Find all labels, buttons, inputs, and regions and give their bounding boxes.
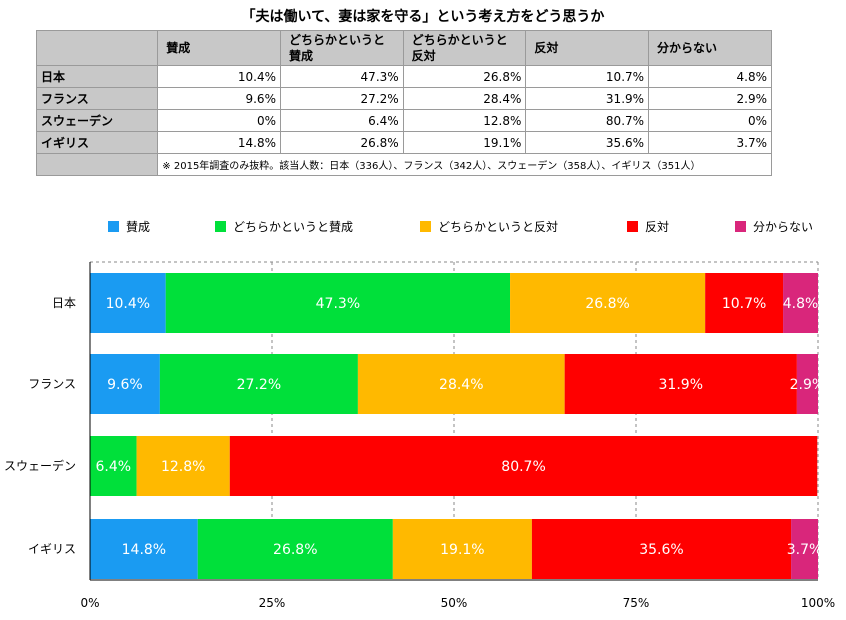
table-header-line: 賛成 bbox=[288, 49, 313, 63]
table-header-line: 反対 bbox=[411, 49, 436, 63]
x-tick-label: 0% bbox=[80, 596, 99, 610]
legend-label: 賛成 bbox=[126, 220, 150, 234]
bar-segment bbox=[90, 273, 166, 333]
category-label: フランス bbox=[28, 377, 76, 391]
table-row-label: イギリス bbox=[35, 131, 159, 154]
table-header-cell: 賛成 bbox=[157, 30, 281, 66]
category-label: スウェーデン bbox=[4, 458, 76, 473]
table-cell: 10.7% bbox=[525, 65, 650, 88]
data-label: 4.8% bbox=[783, 296, 819, 312]
data-label: 47.3% bbox=[316, 296, 360, 312]
legend-swatch bbox=[735, 221, 746, 232]
bar-segment bbox=[796, 354, 818, 414]
table-note: ※ 2015年調査のみ抜粋。該当人数：日本（336人）、フランス（342人）、ス… bbox=[157, 153, 772, 176]
data-label: 6.4% bbox=[96, 459, 132, 475]
table-row-label: フランス bbox=[35, 87, 159, 110]
data-label: 35.6% bbox=[639, 542, 683, 558]
bar-segment bbox=[197, 519, 393, 579]
data-label: 10.7% bbox=[722, 296, 766, 312]
table-cell: 19.1% bbox=[402, 131, 527, 154]
data-label: 12.8% bbox=[161, 459, 205, 475]
table-header-line: どちらかというと bbox=[288, 33, 385, 47]
table-cell: 0% bbox=[157, 109, 281, 132]
table-note-spacer bbox=[35, 153, 159, 176]
bar-segment bbox=[90, 354, 160, 414]
bar-segment bbox=[783, 273, 818, 333]
legend-label: 分からない bbox=[753, 220, 813, 234]
data-label: 26.8% bbox=[585, 296, 629, 312]
table-row: 日本 10.4% 47.3% 26.8% 10.7% 4.8% bbox=[35, 65, 772, 88]
table-note-row: ※ 2015年調査のみ抜粋。該当人数：日本（336人）、フランス（342人）、ス… bbox=[35, 153, 772, 176]
x-tick-label: 75% bbox=[623, 596, 650, 610]
bar-segment bbox=[229, 436, 818, 496]
bar-segment bbox=[90, 519, 198, 579]
table-row: フランス 9.6% 27.2% 28.4% 31.9% 2.9% bbox=[35, 87, 772, 110]
data-label: 28.4% bbox=[439, 377, 483, 393]
bar-segment bbox=[136, 436, 230, 496]
table-header-cell: 分からない bbox=[648, 30, 772, 66]
data-label: 10.4% bbox=[106, 296, 150, 312]
bar-segment bbox=[159, 354, 358, 414]
x-tick-label: 25% bbox=[259, 596, 286, 610]
table-header-cell: 反対 bbox=[525, 30, 650, 66]
legend-swatch bbox=[215, 221, 226, 232]
table-cell: 9.6% bbox=[157, 87, 281, 110]
legend-label: どちらかというと賛成 bbox=[233, 220, 353, 234]
data-label: 80.7% bbox=[501, 459, 545, 475]
data-label: 31.9% bbox=[659, 377, 703, 393]
bar-segment bbox=[392, 519, 532, 579]
data-label: 3.7% bbox=[787, 542, 823, 558]
category-label: イギリス bbox=[28, 542, 76, 556]
table-header-line: どちらかというと bbox=[411, 33, 508, 47]
survey-table: 賛成 どちらかというと 賛成 どちらかというと 反対 反対 分からない 日本 10.… bbox=[35, 30, 772, 176]
bar-segment bbox=[705, 273, 784, 333]
table-header-row: 賛成 どちらかというと 賛成 どちらかというと 反対 反対 分からない bbox=[35, 30, 772, 66]
bar-segment bbox=[564, 354, 797, 414]
table-cell: 35.6% bbox=[525, 131, 650, 154]
data-label: 14.8% bbox=[122, 542, 166, 558]
legend-swatch bbox=[627, 221, 638, 232]
legend-swatch bbox=[420, 221, 431, 232]
table-row: イギリス 14.8% 26.8% 19.1% 35.6% 3.7% bbox=[35, 131, 772, 154]
legend-label: どちらかというと反対 bbox=[438, 220, 558, 234]
category-label: 日本 bbox=[52, 296, 76, 310]
data-label: 27.2% bbox=[237, 377, 281, 393]
bar-segment bbox=[791, 519, 818, 579]
legend-label: 反対 bbox=[645, 220, 669, 234]
x-tick-label: 100% bbox=[801, 596, 835, 610]
legend-swatch bbox=[108, 221, 119, 232]
x-tick-label: 50% bbox=[441, 596, 468, 610]
bar-segment bbox=[165, 273, 511, 333]
bar-segment bbox=[531, 519, 792, 579]
bar-segment bbox=[510, 273, 706, 333]
data-label: 2.9% bbox=[790, 377, 826, 393]
bar-segment bbox=[357, 354, 565, 414]
bar-segment bbox=[90, 436, 137, 496]
table-header-cell: どちらかというと 反対 bbox=[402, 30, 527, 66]
data-label: 9.6% bbox=[107, 377, 143, 393]
data-label: 19.1% bbox=[440, 542, 484, 558]
page-title: 「夫は働いて、妻は家を守る」という考え方をどう思うか bbox=[241, 9, 605, 25]
data-label: 26.8% bbox=[273, 542, 317, 558]
